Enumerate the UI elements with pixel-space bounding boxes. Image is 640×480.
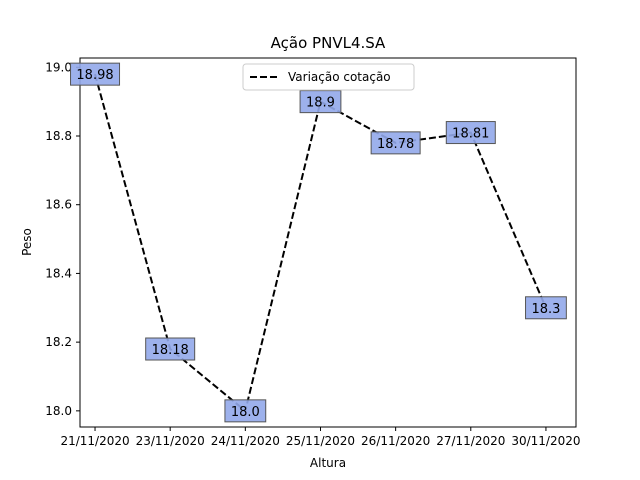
- y-tick-label: 18.6: [45, 198, 72, 212]
- data-label: 18.78: [377, 137, 414, 152]
- data-label: 18.81: [452, 127, 489, 142]
- x-tick-label: 30/11/2020: [511, 434, 580, 448]
- plot-frame: [79, 57, 577, 428]
- chart-title: Ação PNVL4.SA: [271, 34, 386, 52]
- x-tick-label: 24/11/2020: [211, 434, 280, 448]
- plot-area: [79, 57, 577, 428]
- y-tick-label: 19.0: [45, 60, 72, 74]
- x-tick-label: 26/11/2020: [361, 434, 430, 448]
- y-tick-label: 18.8: [45, 129, 72, 143]
- legend: Variação cotação: [242, 63, 415, 91]
- data-labels: 18.98 18.18 18.0 18.9 18.78 18.81 18.3: [70, 62, 567, 423]
- data-label-box: [525, 296, 567, 320]
- data-label-box: [445, 121, 496, 145]
- data-label: 18.3: [531, 302, 560, 317]
- y-axis: 18.0 18.2 18.4 18.6 18.8 19.0: [45, 60, 80, 418]
- y-tick-label: 18.4: [45, 266, 72, 280]
- y-axis-label: Peso: [20, 228, 34, 256]
- data-label: 18.98: [76, 68, 113, 83]
- x-axis: 21/11/2020 23/11/2020 24/11/2020 25/11/2020…: [60, 427, 581, 448]
- legend-label: Variação cotação: [288, 70, 391, 84]
- x-tick-label: 25/11/2020: [286, 434, 355, 448]
- x-tick-label: 27/11/2020: [436, 434, 505, 448]
- data-label-box: [145, 337, 196, 361]
- y-tick-label: 18.2: [45, 335, 72, 349]
- y-tick-label: 18.0: [45, 404, 72, 418]
- x-tick-label: 23/11/2020: [136, 434, 205, 448]
- data-label: 18.9: [306, 96, 335, 111]
- data-label: 18.0: [231, 405, 260, 420]
- data-label-box: [370, 131, 421, 155]
- data-label-box: [299, 90, 342, 114]
- data-label: 18.18: [152, 343, 189, 358]
- legend-box: [242, 63, 415, 91]
- x-axis-label: Altura: [310, 456, 346, 470]
- data-label-box: [70, 62, 121, 86]
- data-label-box: [224, 399, 267, 423]
- x-tick-label: 21/11/2020: [60, 434, 129, 448]
